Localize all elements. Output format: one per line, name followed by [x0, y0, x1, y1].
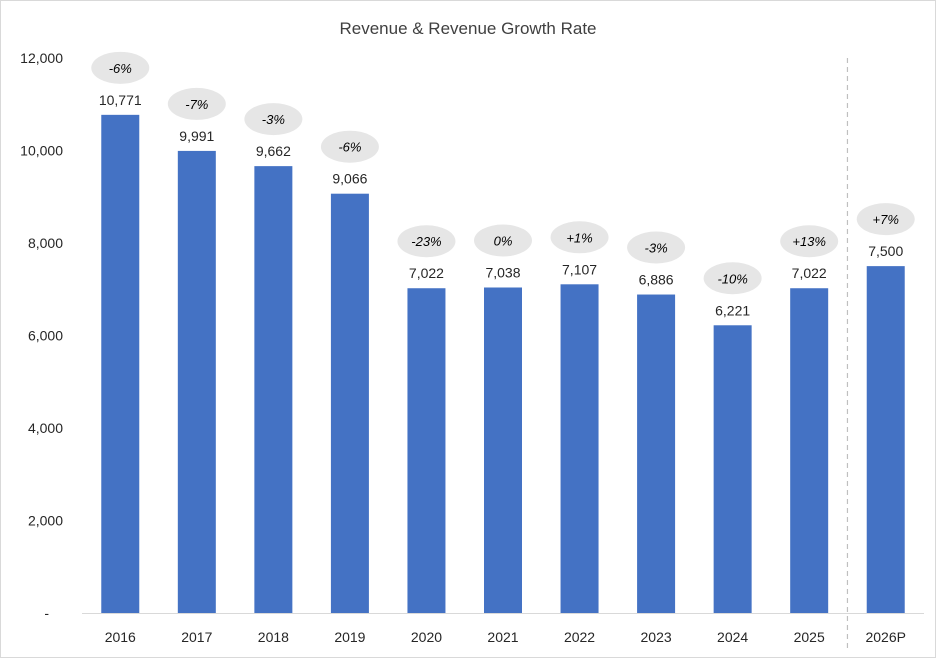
value-label-2022: 7,107: [562, 261, 597, 277]
x-tick-label-2025: 2025: [794, 629, 825, 645]
value-label-2026P: 7,500: [868, 243, 903, 259]
y-tick-label: 10,000: [20, 143, 63, 159]
growth-label-2016: -6%: [109, 61, 132, 76]
chart-title: Revenue & Revenue Growth Rate: [339, 19, 596, 38]
y-tick-label: 6,000: [28, 328, 63, 344]
growth-bubble-2025: [780, 225, 839, 258]
x-tick-label-2018: 2018: [258, 629, 289, 645]
value-label-2024: 6,221: [715, 302, 750, 318]
growth-bubble-2019: [320, 130, 379, 163]
value-label-2018: 9,662: [256, 143, 291, 159]
bar-2025: [790, 288, 829, 613]
bar-2021: [484, 287, 522, 613]
x-tick-label-2023: 2023: [641, 629, 672, 645]
x-tick-label-2022: 2022: [564, 629, 595, 645]
y-tick-label: 4,000: [28, 420, 63, 436]
growth-label-2021: 0%: [494, 233, 513, 248]
value-label-2020: 7,022: [409, 265, 444, 281]
growth-bubble-2022: [550, 221, 609, 254]
growth-bubble-2021: [474, 224, 532, 257]
growth-label-2022: +1%: [566, 230, 592, 245]
bar-2020: [407, 288, 446, 613]
growth-label-2026P: +7%: [873, 212, 899, 227]
x-tick-label-2021: 2021: [487, 629, 518, 645]
value-label-2025: 7,022: [792, 265, 827, 281]
bar-2022: [560, 284, 599, 613]
y-tick-label: 2,000: [28, 513, 63, 529]
x-axis: 2016 2017 2018 2019 2020 2021 2022 2023 2024 2025…: [82, 58, 924, 648]
y-axis: - 2,000 4,000 6,000 8,000 10,000 12,000: [20, 50, 63, 621]
y-tick-label: 12,000: [20, 50, 63, 66]
growth-label-2018: -3%: [262, 112, 285, 127]
bar-2017: [177, 150, 216, 613]
growth-bubble-2020: [397, 225, 456, 258]
growth-bubble-2016: [91, 51, 150, 84]
value-label-2017: 9,991: [179, 128, 214, 144]
bar-2023: [637, 294, 676, 613]
data-labels: 10,771 9,991 9,662 9,066 7,022 7,038 7,107 6,88…: [99, 92, 904, 318]
growth-bubble-2026P: [856, 203, 915, 236]
x-tick-label-2024: 2024: [717, 629, 748, 645]
value-label-2016: 10,771: [99, 92, 142, 108]
bar-2016: [101, 114, 140, 613]
growth-bubble-2023: [627, 231, 686, 264]
growth-label-2020: -23%: [411, 234, 441, 249]
x-tick-label-2020: 2020: [411, 629, 442, 645]
bar-2024: [713, 325, 752, 613]
bar-2026P: [866, 266, 905, 613]
value-label-2023: 6,886: [639, 272, 674, 288]
growth-bubble-2018: [244, 103, 303, 136]
x-tick-label-2016: 2016: [105, 629, 136, 645]
growth-label-2023: -3%: [645, 241, 668, 256]
value-label-2021: 7,038: [485, 264, 520, 280]
x-tick-label-2017: 2017: [181, 629, 212, 645]
growth-label-2017: -7%: [185, 97, 208, 112]
growth-bubble-2024: [703, 262, 762, 295]
growth-label-2025: +13%: [792, 234, 826, 249]
x-tick-label-2019: 2019: [334, 629, 365, 645]
y-tick-label: 8,000: [28, 235, 63, 251]
value-label-2019: 9,066: [332, 171, 367, 187]
growth-bubble-2017: [167, 87, 226, 120]
bar-series: [101, 114, 905, 613]
growth-label-2019: -6%: [338, 140, 361, 155]
growth-rate-labels: -6% -7% -3% -6% -23% 0% +1% -3% -10% +13% +7%: [91, 51, 915, 295]
bar-2019: [330, 193, 369, 613]
y-tick-label: -: [44, 605, 49, 621]
bar-2018: [254, 166, 293, 613]
x-tick-label-2026P: 2026P: [865, 629, 905, 645]
growth-label-2024: -10%: [717, 271, 747, 286]
